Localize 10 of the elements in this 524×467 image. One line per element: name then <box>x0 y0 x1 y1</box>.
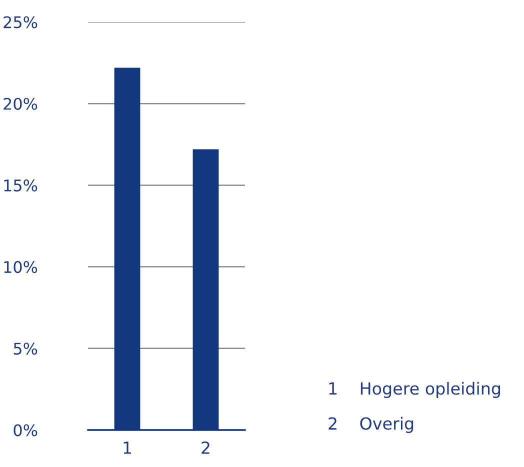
text: 1 Hogere opleiding <box>329 382 500 398</box>
x-tick-label: 1 <box>124 442 132 454</box>
y-tick-label: 25% <box>4 16 38 28</box>
text: 2 Overig <box>328 416 414 434</box>
y-tick-label: 0% <box>14 424 38 436</box>
y-tick-label: 20% <box>4 98 38 110</box>
y-tick-label: 15% <box>4 179 38 192</box>
y-tick-label: 10% <box>4 261 38 274</box>
y-tick-label: 5% <box>14 342 38 355</box>
x-tick-label: 2 <box>202 441 210 454</box>
